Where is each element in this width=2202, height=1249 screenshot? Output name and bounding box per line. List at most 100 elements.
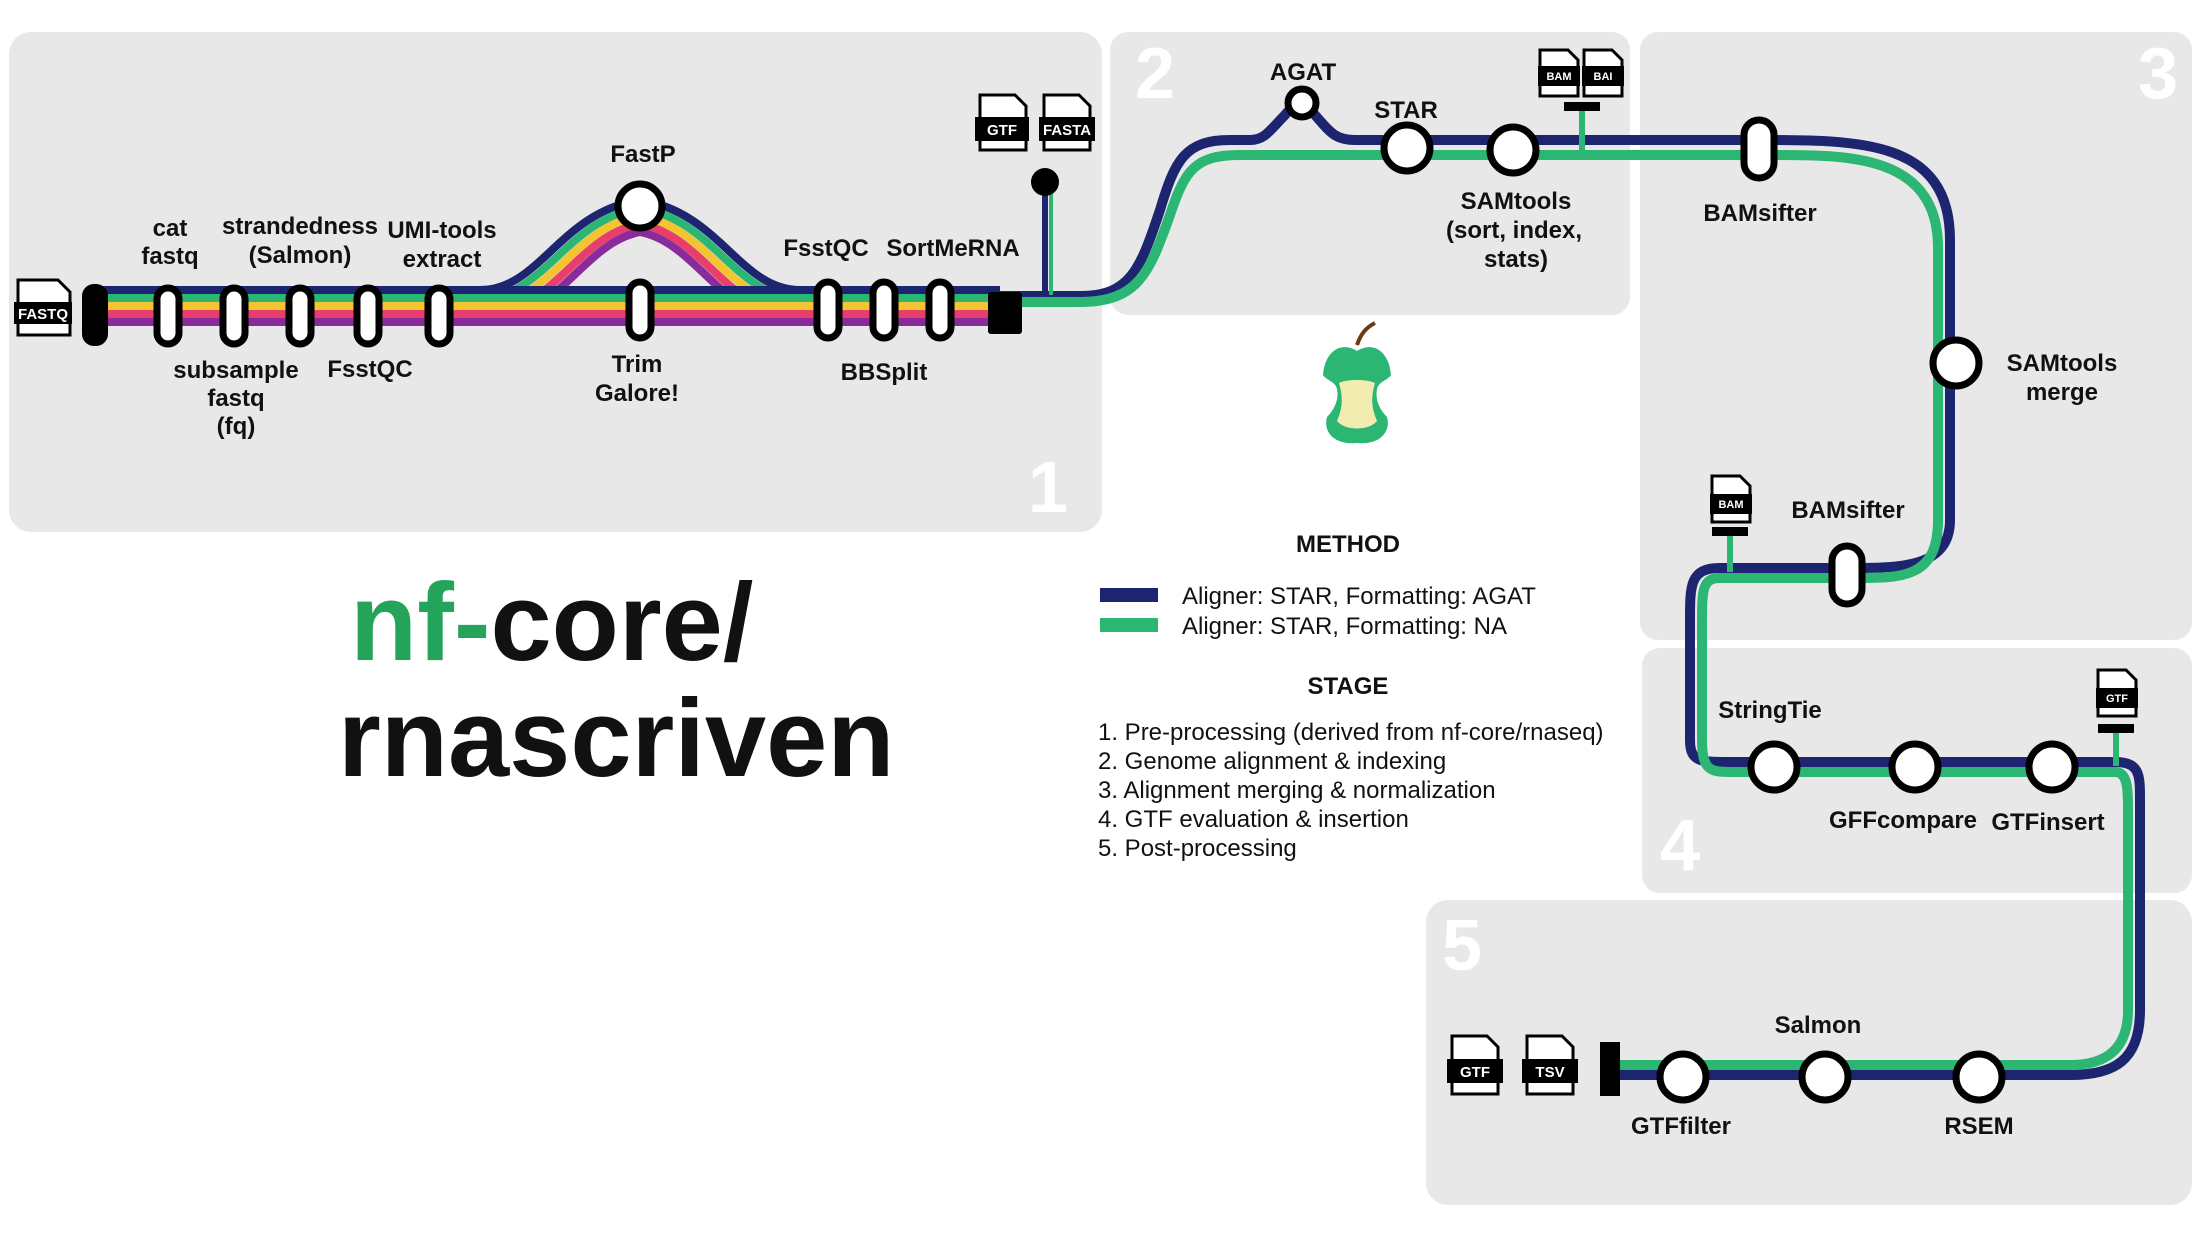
stage-5-panel [1426,900,2192,1205]
label-rsem: RSEM [1944,1113,2013,1140]
file-gtf-mid-label: GTF [2106,693,2128,705]
label-samtools-sort-3: stats) [1484,246,1548,273]
label-subsample-3: (fq) [217,413,256,440]
legend-stage-heading: STAGE [1308,673,1389,700]
label-gtfinsert: GTFinsert [1991,809,2104,836]
stage-5-number: 5 [1442,906,1482,986]
bam1-connector-cap [1564,102,1600,111]
label-strandedness-2: (Salmon) [249,242,352,269]
station-subsample[interactable] [219,284,249,348]
legend-swatch-navy [1100,588,1158,602]
file-fasta-input-icon: FASTA [1039,93,1095,152]
legend-stage-2: 2. Genome alignment & indexing [1098,748,1446,775]
label-umi-tools-1: UMI-tools [387,217,496,244]
title-prefix: nf- [350,561,490,684]
file-gtf-input-label: GTF [987,122,1017,139]
label-star: STAR [1374,97,1438,124]
station-bamsifter1[interactable] [1740,116,1778,182]
station-sortmerna[interactable] [925,278,955,342]
legend-swatch-green [1100,618,1158,632]
label-cat-fastq-2: fastq [141,243,198,270]
station-salmon[interactable] [1798,1050,1852,1104]
label-trim-galore-1: Trim [612,351,663,378]
station-star[interactable] [1380,121,1434,175]
file-gtf-mid-icon: GTF [2096,668,2138,718]
station-fastp[interactable] [614,180,666,232]
reference-connector-dot [1031,168,1059,196]
label-subsample-2: fastq [207,385,264,412]
label-trim-galore-2: Galore! [595,380,679,407]
method-line-navy [1000,100,2145,1080]
file-tsv-output-icon: TSV [1522,1034,1578,1096]
station-bamsifter2[interactable] [1828,542,1866,608]
file-bam2-label: BAM [1718,499,1743,511]
method-line-green [1000,149,2133,1070]
file-gtf-output-icon: GTF [1447,1034,1503,1096]
station-agat[interactable] [1284,85,1320,121]
label-subsample-1: subsample [173,357,298,384]
station-stringtie[interactable] [1747,740,1801,794]
file-bam1-icon: BAM [1538,48,1580,98]
file-icons: FASTQ GTF FASTA BAM BAI BAM [14,48,2138,1096]
page-title-line2: rnascriven [338,677,894,800]
stage-3-panel [1640,32,2192,640]
label-bbsplit: BBSplit [841,359,928,386]
station-samtools-sort[interactable] [1486,123,1540,177]
legend: METHOD Aligner: STAR, Formatting: AGAT A… [1098,531,1604,862]
label-bamsifter1: BAMsifter [1703,200,1816,227]
legend-stage-3: 3. Alignment merging & normalization [1098,777,1496,804]
label-agat: AGAT [1270,59,1337,86]
label-fastqc1: FsstQC [327,356,412,383]
stage-2-number: 2 [1135,34,1175,114]
legend-method-heading: METHOD [1296,531,1400,558]
station-strandedness[interactable] [285,284,315,348]
station-cat-fastq[interactable] [153,284,183,348]
station-bbsplit[interactable] [869,278,899,342]
label-cat-fastq-1: cat [153,215,188,242]
stage-3-number: 3 [2138,34,2178,114]
bam2-connector-cap [1712,527,1748,536]
legend-stage-5: 5. Post-processing [1098,835,1297,862]
legend-stage-1: 1. Pre-processing (derived from nf-core/… [1098,719,1604,746]
station-samtools-merge[interactable] [1929,336,1983,390]
file-fastq-icon: FASTQ [14,278,72,337]
station-rsem[interactable] [1952,1050,2006,1104]
station-trim-galore[interactable] [625,278,655,342]
station-gffcompare[interactable] [1888,740,1942,794]
label-umi-tools-2: extract [403,246,482,273]
file-bam2-icon: BAM [1710,474,1752,524]
apple-core-icon [1323,321,1391,444]
stage-1-number: 1 [1028,448,1068,528]
stage-numbers: 1 2 3 4 5 [1028,34,2178,986]
file-bam1-label: BAM [1546,71,1571,83]
stage-2-panel [1110,32,1630,315]
terminals [82,102,2134,1096]
title-line1-rest: core/ [490,561,753,684]
legend-method-1: Aligner: STAR, Formatting: AGAT [1182,583,1536,610]
label-bamsifter2: BAMsifter [1791,497,1904,524]
legend-stage-4: 4. GTF evaluation & insertion [1098,806,1409,833]
file-fastq-label: FASTQ [18,306,68,323]
stage1-end-terminal [988,292,1022,334]
stations [153,85,2079,1104]
end-terminal [1600,1042,1620,1096]
label-strandedness-1: strandedness [222,213,378,240]
file-fasta-input-label: FASTA [1043,122,1091,139]
label-gtffilter: GTFfilter [1631,1113,1731,1140]
label-sortmerna: SortMeRNA [886,235,1019,262]
label-stringtie: StringTie [1718,697,1822,724]
start-terminal [82,284,108,346]
stage-4-number: 4 [1660,806,1700,886]
label-salmon: Salmon [1775,1012,1862,1039]
label-samtools-merge-2: merge [2026,379,2098,406]
station-fastqc2[interactable] [813,278,843,342]
file-bai1-icon: BAI [1582,48,1624,98]
station-gtfinsert[interactable] [2025,740,2079,794]
tool-labels: cat fastq subsample fastq (fq) strandedn… [141,59,2117,1140]
station-fastqc1[interactable] [353,284,383,348]
file-bai1-label: BAI [1594,71,1613,83]
station-umi-tools[interactable] [424,284,454,348]
station-gtffilter[interactable] [1656,1050,1710,1104]
